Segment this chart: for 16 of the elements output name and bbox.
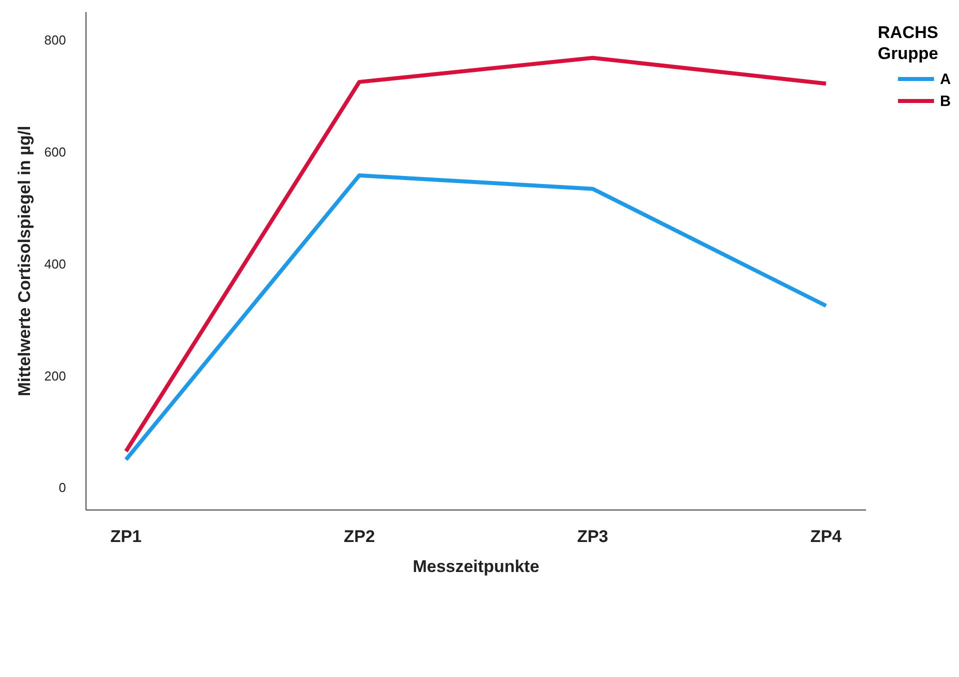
y-tick-label: 600 [44,144,66,160]
y-axis-title: Mittelwerte Cortisolspiegel in µg/l [15,126,34,396]
x-tick-label: ZP3 [577,527,608,546]
y-tick-label: 0 [58,480,66,496]
x-tick-label: ZP4 [810,527,842,546]
legend-title: RACHS Gruppe [876,22,940,64]
line-series [124,173,828,462]
x-tick-label: ZP1 [110,527,142,546]
y-tick-label: 400 [44,256,66,272]
legend-label: B [940,92,951,110]
legend-label: A [940,70,951,88]
y-tick-label: 800 [44,32,66,48]
x-tick-label: ZP2 [344,527,375,546]
line-series [124,56,828,454]
y-tick-label: 200 [44,368,66,384]
x-axis-title: Messzeitpunkte [412,557,540,576]
